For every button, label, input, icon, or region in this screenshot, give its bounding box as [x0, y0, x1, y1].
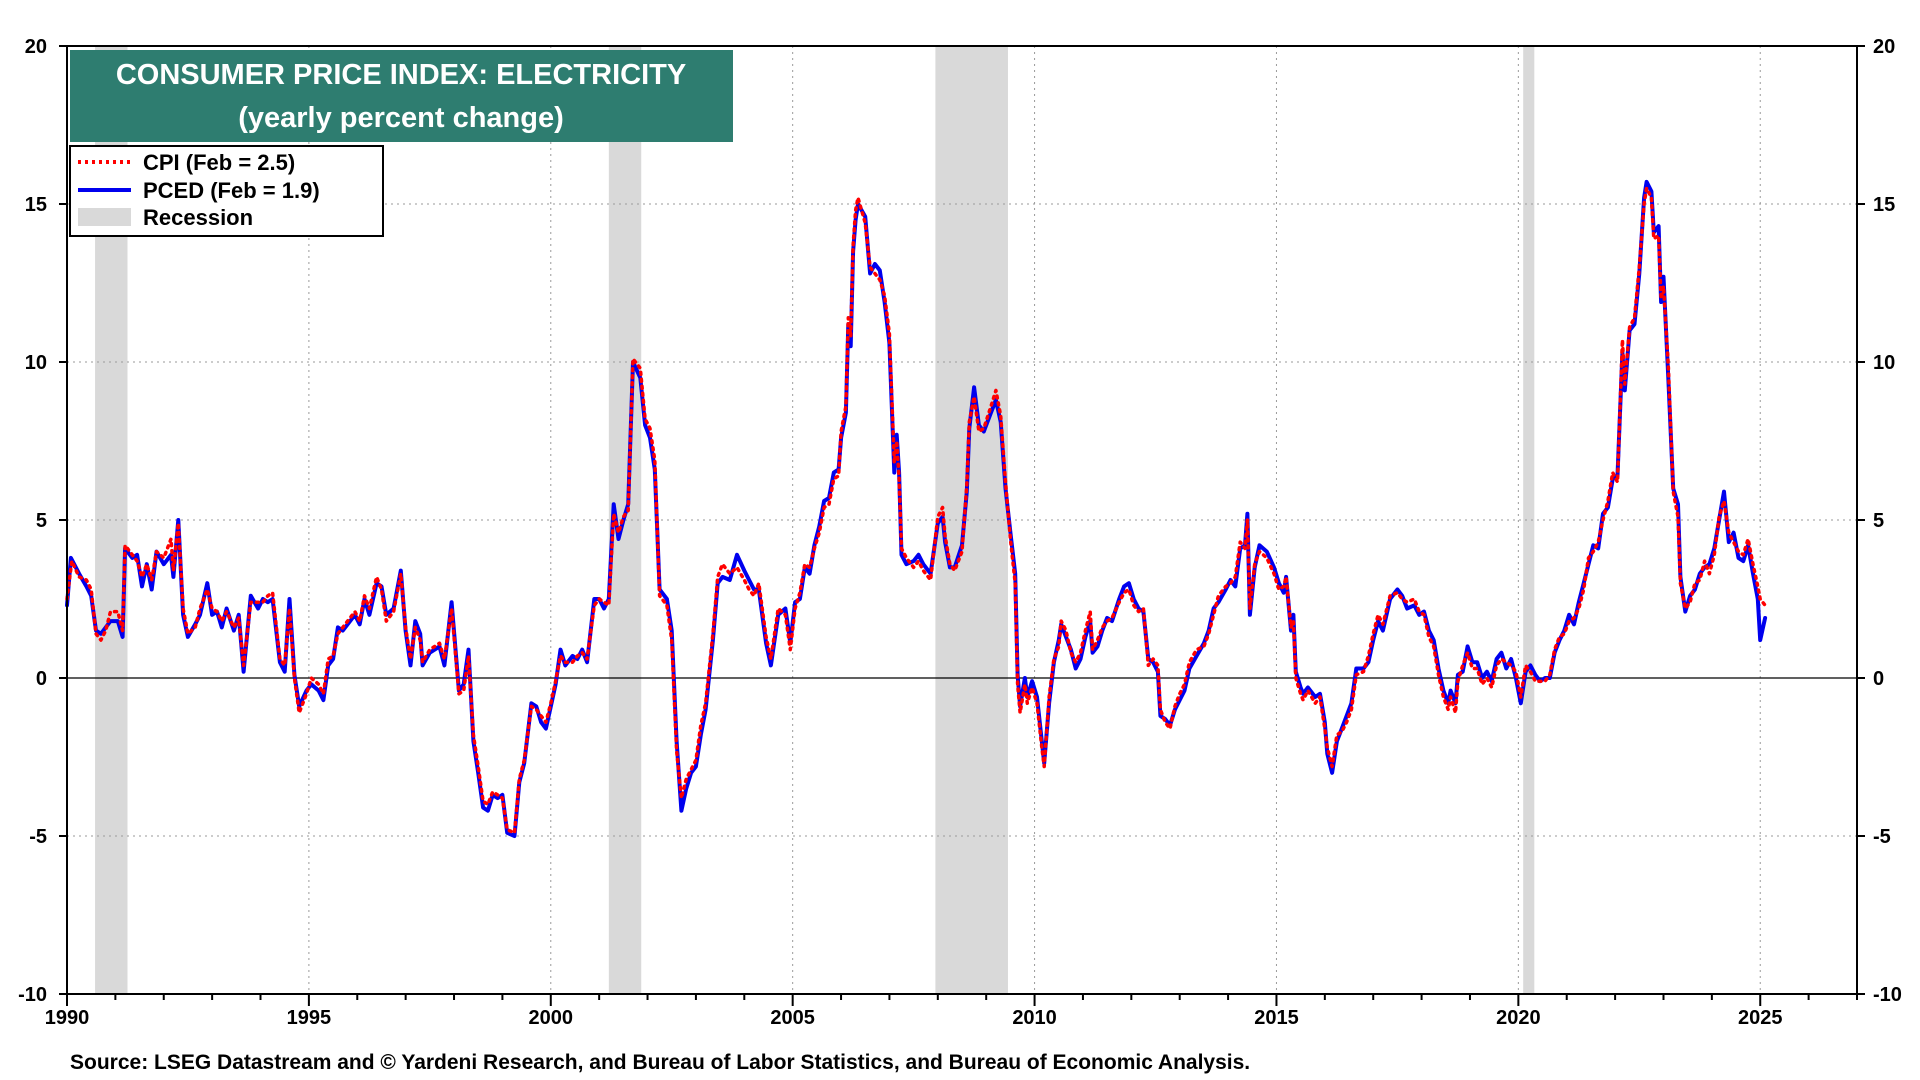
source-note: Source: LSEG Datastream and © Yardeni Re…: [70, 1051, 1250, 1074]
series-line-pced: [65, 179, 1768, 838]
y-tick-label-right: -5: [1873, 826, 1891, 848]
title-box: CONSUMER PRICE INDEX: ELECTRICITY (yearl…: [70, 50, 733, 142]
y-tick-label-right: 10: [1873, 352, 1895, 374]
y-tick-label-right: 15: [1873, 194, 1895, 216]
y-tick-label-left: -5: [29, 826, 47, 848]
x-tick-label: 2015: [1254, 1007, 1299, 1029]
y-tick-label-left: 0: [36, 668, 47, 690]
recession-band-3: [935, 46, 1008, 994]
x-tick-label: 2005: [770, 1007, 815, 1029]
legend-label-cpi: CPI (Feb = 2.5): [143, 150, 295, 175]
recession-band-4: [1523, 46, 1535, 994]
series-lines: [65, 179, 1768, 838]
y-tick-label-left: 15: [25, 194, 47, 216]
chart-subtitle: (yearly percent change): [238, 102, 564, 134]
x-tick-label: 2020: [1496, 1007, 1541, 1029]
series-line-cpi: [65, 186, 1767, 835]
y-tick-label-left: -10: [18, 984, 47, 1006]
legend-label-pced: PCED (Feb = 1.9): [143, 178, 320, 203]
legend-swatch-recession: [78, 208, 131, 226]
x-tick-label: 2010: [1012, 1007, 1057, 1029]
y-tick-label-right: -10: [1873, 984, 1902, 1006]
y-tick-label-left: 5: [36, 510, 47, 532]
x-tick-label: 2025: [1738, 1007, 1783, 1029]
x-tick-label: 2000: [529, 1007, 574, 1029]
y-tick-label-left: 10: [25, 352, 47, 374]
y-tick-label-right: 0: [1873, 668, 1884, 690]
y-tick-label-left: 20: [25, 36, 47, 58]
chart-title: CONSUMER PRICE INDEX: ELECTRICITY: [116, 59, 686, 91]
y-tick-label-right: 5: [1873, 510, 1884, 532]
x-tick-label: 1990: [45, 1007, 90, 1029]
legend: CPI (Feb = 2.5) PCED (Feb = 1.9) Recessi…: [69, 145, 384, 237]
y-tick-label-right: 20: [1873, 36, 1895, 58]
x-tick-label: 1995: [287, 1007, 332, 1029]
legend-label-recession: Recession: [143, 205, 253, 230]
